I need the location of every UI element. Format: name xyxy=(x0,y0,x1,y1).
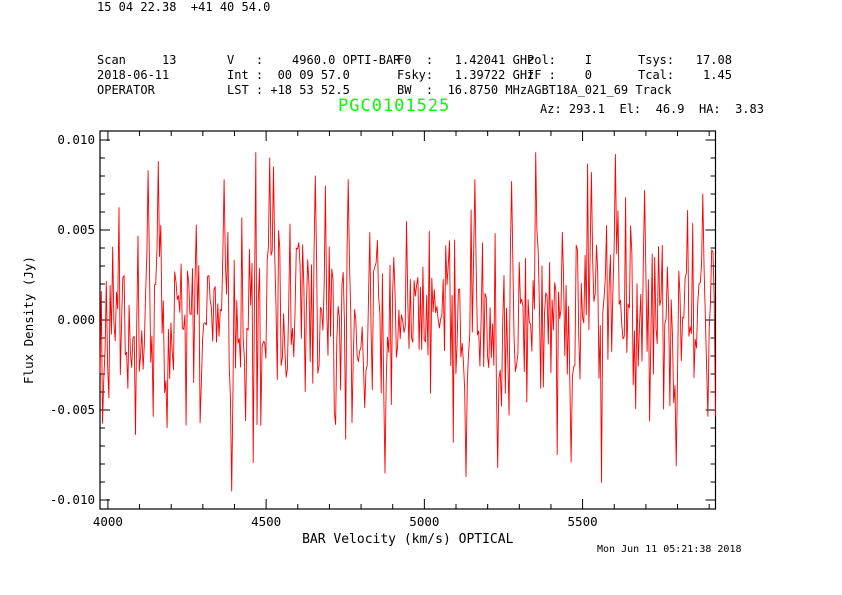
if-field: IF : 0 xyxy=(527,68,593,82)
scan-number: Scan 13 xyxy=(97,53,177,67)
y-tick-label: 0.000 xyxy=(57,312,95,327)
azimuth-elevation-readout: Az: 293.1 El: 46.9 HA: 3.83 xyxy=(540,102,764,116)
plot-frame xyxy=(99,130,717,510)
observer-name: OPERATOR xyxy=(97,83,155,97)
y-axis-title: Flux Density (Jy) xyxy=(21,256,36,384)
velocity-field: V : 4960.0 OPTI-BAR xyxy=(227,53,401,67)
tcal-field: Tcal: 1.45 xyxy=(638,68,732,82)
header-col-scan: Scan 13 2018-06-11 OPERATOR xyxy=(97,53,176,98)
x-axis-title: BAR Velocity (km/s) OPTICAL xyxy=(302,532,513,547)
x-tick-label: 5500 xyxy=(568,514,598,529)
header-col-pol: Pol: I IF : 0 AGBT18A_021_69 Track xyxy=(527,53,672,98)
bandwidth-field: BW : 16.8750 MHz xyxy=(397,83,528,97)
y-tick-label: 0.010 xyxy=(57,132,95,147)
y-tick-label: 0.005 xyxy=(57,222,95,237)
scan-date: 2018-06-11 xyxy=(97,68,170,82)
header-col-velocity: V : 4960.0 OPTI-BAR Int : 00 09 57.0 LST… xyxy=(227,53,400,98)
source-coordinates: 15 04 22.38 +41 40 54.0 xyxy=(97,0,271,14)
source-title: PGC0101525 xyxy=(338,96,451,116)
y-tick-label: -0.005 xyxy=(50,402,95,417)
x-tick-label: 4500 xyxy=(251,514,281,529)
project-id: AGBT18A_021_69 Track xyxy=(527,83,672,97)
fsky-field: Fsky: 1.39722 GHz xyxy=(397,68,535,82)
x-tick-label: 4000 xyxy=(93,514,123,529)
tsys-field: Tsys: 17.08 xyxy=(638,53,732,67)
lst-field: LST : +18 53 52.5 xyxy=(227,83,350,97)
x-tick-label: 5000 xyxy=(409,514,439,529)
f0-field: F0 : 1.42041 GHz xyxy=(397,53,535,67)
header-col-temps: Tsys: 17.08 Tcal: 1.45 xyxy=(638,53,732,83)
pol-field: Pol: I xyxy=(527,53,593,67)
spectrum-trace xyxy=(99,152,716,492)
header-col-frequency: F0 : 1.42041 GHz Fsky: 1.39722 GHz BW : … xyxy=(397,53,534,98)
y-tick-label: -0.010 xyxy=(50,492,95,507)
plot-timestamp: Mon Jun 11 05:21:38 2018 xyxy=(597,544,742,555)
integration-field: Int : 00 09 57.0 xyxy=(227,68,350,82)
